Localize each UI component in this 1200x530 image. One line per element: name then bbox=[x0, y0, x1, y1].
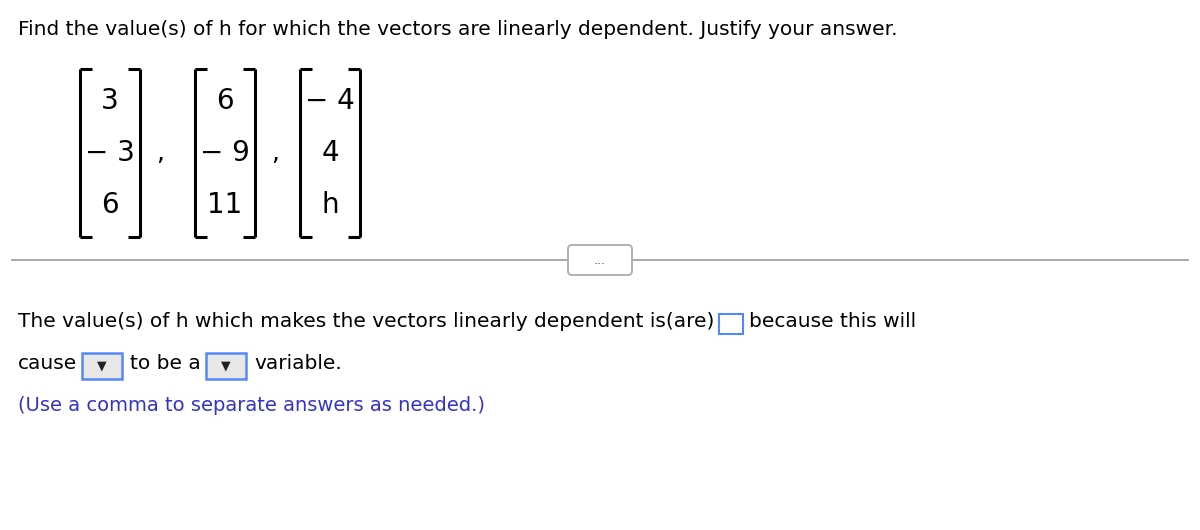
Text: Find the value(s) of h for which the vectors are linearly dependent. Justify you: Find the value(s) of h for which the vec… bbox=[18, 20, 898, 39]
Text: to be a: to be a bbox=[131, 354, 202, 373]
Text: − 9: − 9 bbox=[200, 139, 250, 167]
Text: − 4: − 4 bbox=[305, 87, 355, 115]
Text: cause: cause bbox=[18, 354, 77, 373]
FancyBboxPatch shape bbox=[568, 245, 632, 275]
Text: h: h bbox=[322, 191, 338, 219]
FancyBboxPatch shape bbox=[206, 353, 246, 379]
Text: ...: ... bbox=[594, 253, 606, 267]
Text: The value(s) of h which makes the vectors linearly dependent is(are): The value(s) of h which makes the vector… bbox=[18, 312, 714, 331]
FancyBboxPatch shape bbox=[83, 353, 122, 379]
Text: ▼: ▼ bbox=[97, 359, 107, 373]
Text: 3: 3 bbox=[101, 87, 119, 115]
Text: ,: , bbox=[271, 141, 278, 165]
Text: because this will: because this will bbox=[749, 312, 917, 331]
Text: ▼: ▼ bbox=[221, 359, 230, 373]
Text: 6: 6 bbox=[101, 191, 119, 219]
Text: 6: 6 bbox=[216, 87, 234, 115]
Text: (Use a comma to separate answers as needed.): (Use a comma to separate answers as need… bbox=[18, 396, 485, 415]
Text: variable.: variable. bbox=[254, 354, 342, 373]
Text: ,: , bbox=[156, 141, 164, 165]
Text: 11: 11 bbox=[208, 191, 242, 219]
FancyBboxPatch shape bbox=[719, 314, 743, 334]
Text: 4: 4 bbox=[322, 139, 338, 167]
Text: − 3: − 3 bbox=[85, 139, 134, 167]
